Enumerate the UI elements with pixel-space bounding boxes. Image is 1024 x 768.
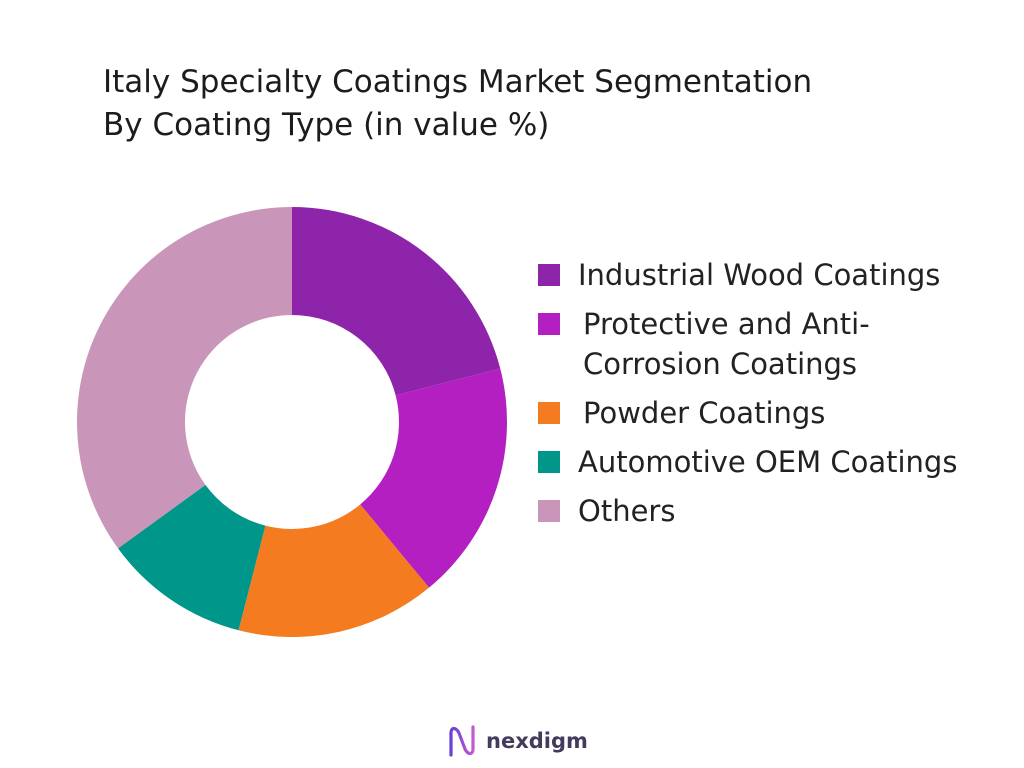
nexdigm-logo: nexdigm bbox=[446, 724, 588, 758]
legend-item-others: Others bbox=[538, 491, 983, 531]
legend-swatch-others bbox=[538, 500, 560, 522]
chart-legend: Industrial Wood Coatings Protective and … bbox=[538, 255, 983, 540]
chart-title-line-1: Italy Specialty Coatings Market Segmenta… bbox=[103, 64, 813, 100]
legend-swatch-industrial-wood-coatings bbox=[538, 264, 560, 286]
donut-chart bbox=[76, 207, 507, 637]
legend-item-powder-coatings: Powder Coatings bbox=[538, 393, 983, 433]
logo-wordmark: nexdigm bbox=[486, 729, 588, 753]
legend-label-automotive-oem-coatings: Automotive OEM Coatings bbox=[578, 445, 958, 479]
legend-label-industrial-wood-coatings: Industrial Wood Coatings bbox=[578, 258, 941, 292]
donut-slice-protective-and-anti-corrosion-coatings bbox=[360, 368, 507, 588]
legend-label-powder-coatings: Powder Coatings bbox=[583, 396, 826, 430]
legend-swatch-protective-and-anti-corrosion-coatings bbox=[538, 313, 560, 335]
nexdigm-logo-icon bbox=[449, 725, 475, 757]
legend-label-protective-and-anti-corrosion-coatings: Protective and Anti-Corrosion Coatings bbox=[583, 307, 870, 381]
legend-label-others: Others bbox=[578, 494, 676, 528]
donut-slice-powder-coatings bbox=[238, 504, 430, 637]
legend-item-industrial-wood-coatings: Industrial Wood Coatings bbox=[538, 255, 983, 295]
chart-title: Italy Specialty Coatings Market Segmenta… bbox=[103, 61, 812, 147]
legend-swatch-powder-coatings bbox=[538, 402, 560, 424]
legend-item-protective-and-anti-corrosion-coatings: Protective and Anti-Corrosion Coatings bbox=[538, 304, 983, 384]
chart-title-line-2: By Coating Type (in value %) bbox=[103, 107, 550, 143]
donut-slice-automotive-oem-coatings bbox=[118, 484, 266, 631]
donut-slice-industrial-wood-coatings bbox=[292, 207, 501, 396]
legend-swatch-automotive-oem-coatings bbox=[538, 451, 560, 473]
donut-slice-others bbox=[76, 207, 292, 549]
legend-item-automotive-oem-coatings: Automotive OEM Coatings bbox=[538, 442, 983, 482]
